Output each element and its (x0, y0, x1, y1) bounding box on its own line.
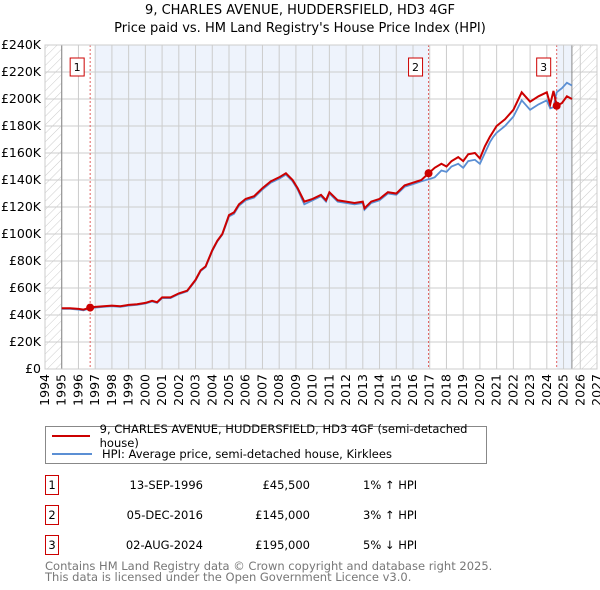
y-tick-label: £220K (1, 64, 42, 79)
sale-label: 2 (412, 61, 419, 74)
transaction-marker: 2 (45, 505, 59, 525)
x-tick-label: 2007 (254, 374, 269, 406)
sale-label-box (408, 57, 424, 77)
x-tick-label: 2005 (221, 374, 236, 406)
y-tick-label: £160K (1, 145, 42, 160)
x-tick-label: 2011 (321, 374, 336, 406)
x-tick-label: 1997 (87, 374, 102, 406)
transaction-hpi-diff: 3% ↑ HPI (363, 508, 418, 522)
x-tick-label: 2025 (556, 374, 571, 406)
x-tick-label: 2001 (154, 374, 169, 406)
legend: 9, CHARLES AVENUE, HUDDERSFIELD, HD3 4GF… (45, 422, 487, 464)
transaction-price: £195,000 (255, 538, 310, 552)
x-tick-label: 2023 (522, 374, 537, 406)
y-tick-label: £140K (1, 172, 42, 187)
footer-licence: This data is licensed under the Open Gov… (45, 570, 412, 584)
y-tick-label: £180K (1, 118, 42, 133)
x-tick-label: 2019 (455, 374, 470, 406)
x-tick-label: 2002 (171, 374, 186, 406)
x-tick-label: 2000 (137, 374, 152, 406)
transaction-price: £145,000 (255, 508, 310, 522)
sale-point (86, 303, 95, 312)
x-tick-label: 2009 (288, 374, 303, 406)
legend-label-property: 9, CHARLES AVENUE, HUDDERSFIELD, HD3 4GF… (99, 422, 468, 450)
x-tick-label: 1994 (37, 374, 52, 406)
transaction-row: 2 05-DEC-2016 £145,000 3% ↑ HPI (45, 505, 445, 525)
y-tick-label: £120K (1, 199, 42, 214)
x-tick-label: 2017 (422, 374, 437, 406)
x-tick-label: 2003 (188, 374, 203, 406)
sale-label: 3 (540, 61, 547, 74)
x-tick-label: 2015 (388, 374, 403, 406)
x-tick-label: 2020 (472, 374, 487, 406)
x-tick-label: 2013 (355, 374, 370, 406)
x-tick-label: 1996 (70, 374, 85, 406)
legend-label-hpi: HPI: Average price, semi-detached house,… (102, 447, 392, 461)
legend-item-property: 9, CHARLES AVENUE, HUDDERSFIELD, HD3 4GF… (52, 422, 486, 450)
legend-item-hpi: HPI: Average price, semi-detached house,… (52, 446, 392, 462)
y-tick-label: £80K (9, 253, 42, 268)
transaction-row: 3 02-AUG-2024 £195,000 5% ↓ HPI (45, 535, 445, 555)
y-tick-label: £100K (1, 226, 42, 241)
x-tick-label: 2004 (204, 374, 219, 406)
x-tick-label: 2027 (589, 374, 600, 406)
transaction-marker: 3 (45, 535, 59, 555)
sale-label: 1 (74, 61, 81, 74)
transaction-date: 05-DEC-2016 (126, 508, 203, 522)
plot-border (44, 44, 598, 370)
chart-subtitle: Price paid vs. HM Land Registry's House … (114, 21, 486, 36)
legend-swatch-property (52, 435, 90, 437)
x-tick-label: 2006 (238, 374, 253, 406)
x-tick-label: 2022 (505, 374, 520, 406)
property-price-line (61, 90, 573, 311)
sale-label-box (69, 57, 85, 77)
transaction-marker: 1 (45, 475, 59, 495)
x-tick-label: 2014 (372, 374, 387, 406)
x-tick-label: 2021 (489, 374, 504, 406)
x-tick-label: 2008 (271, 374, 286, 406)
y-tick-label: £200K (1, 91, 42, 106)
y-tick-label: £60K (9, 280, 42, 295)
y-tick-label: £20K (9, 334, 42, 349)
footer-copyright: Contains HM Land Registry data © Crown c… (45, 559, 493, 573)
sale-label-box (536, 57, 552, 77)
x-tick-label: 2024 (539, 374, 554, 406)
x-tick-label: 1999 (121, 374, 136, 406)
y-tick-label: £40K (9, 307, 42, 322)
x-tick-label: 2016 (405, 374, 420, 406)
x-tick-label: 2010 (305, 374, 320, 406)
sale-point (552, 101, 561, 110)
transaction-hpi-diff: 1% ↑ HPI (363, 478, 418, 492)
transaction-hpi-diff: 5% ↓ HPI (363, 538, 418, 552)
transaction-date: 02-AUG-2024 (125, 538, 203, 552)
chart-title: 9, CHARLES AVENUE, HUDDERSFIELD, HD3 4GF (145, 3, 455, 18)
transaction-price: £45,500 (262, 478, 310, 492)
x-tick-label: 2026 (572, 374, 587, 406)
legend-swatch-hpi (52, 453, 92, 455)
sale-point (424, 169, 433, 178)
x-tick-label: 2012 (338, 374, 353, 406)
price-chart: £0 £20K £40K £60K £80K £100K £120K £140K £160K £1… (1, 37, 600, 406)
x-tick-label: 1998 (104, 374, 119, 406)
x-tick-label: 2018 (438, 374, 453, 406)
transaction-row: 1 13-SEP-1996 £45,500 1% ↑ HPI (45, 475, 445, 495)
x-tick-label: 1995 (54, 374, 69, 406)
y-tick-label: £0 (25, 361, 41, 376)
y-tick-label: £240K (1, 37, 42, 52)
transaction-date: 13-SEP-1996 (129, 478, 203, 492)
